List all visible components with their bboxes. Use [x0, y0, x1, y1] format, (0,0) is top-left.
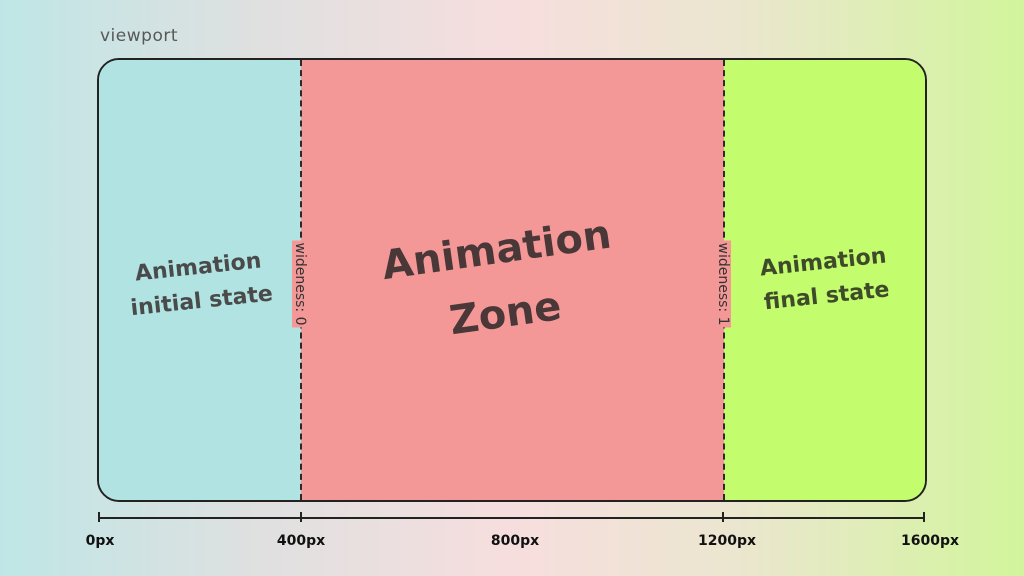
axis-tick-label: 1600px: [900, 533, 960, 549]
axis-tick-3: [722, 512, 724, 522]
wideness-end-marker: wideness: 1: [715, 240, 731, 328]
final-state-zone: [724, 60, 925, 500]
axis-tick-1: [300, 512, 302, 522]
final-state-label: Animation final state: [758, 239, 891, 320]
axis-tick-4: [923, 512, 925, 522]
axis-tick-label: 0px: [85, 533, 115, 549]
viewport-frame: Animation initial state Animation Zone A…: [97, 58, 927, 502]
viewport-label: viewport: [100, 26, 178, 46]
animation-zone: [301, 60, 724, 500]
axis-tick-label: 400px: [276, 533, 326, 549]
axis-tick-label: 1200px: [697, 533, 757, 549]
initial-state-zone: [99, 60, 301, 500]
axis-tick-label: 800px: [490, 533, 540, 549]
axis-tick-0: [98, 512, 100, 522]
pixel-axis: [99, 517, 925, 519]
wideness-start-marker: wideness: 0: [292, 240, 308, 328]
